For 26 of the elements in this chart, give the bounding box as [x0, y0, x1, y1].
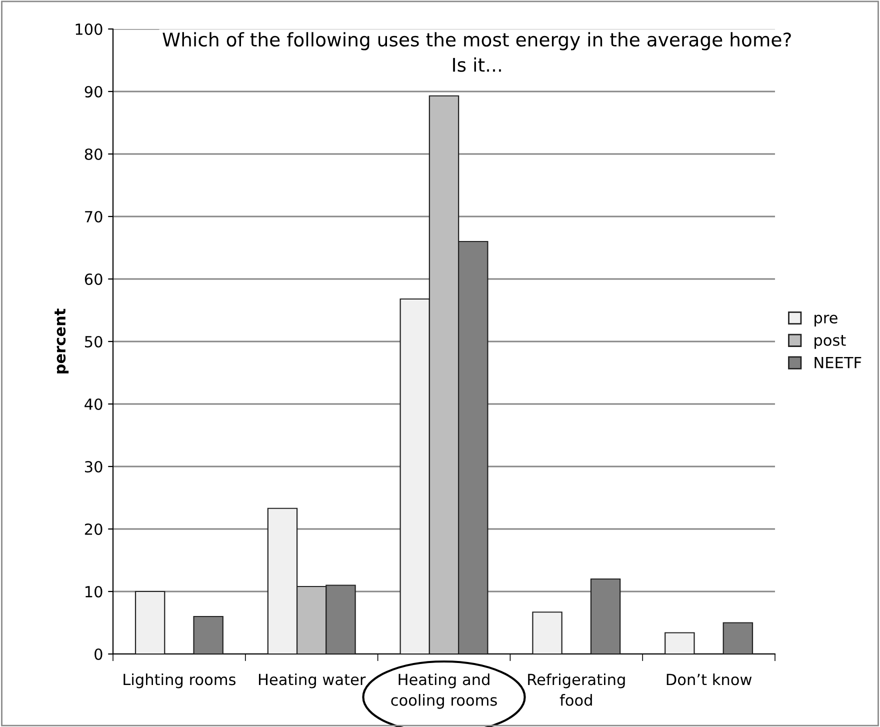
- y-tick-label: 80: [84, 148, 102, 160]
- legend-label: pre: [814, 314, 838, 326]
- x-tick-label: Heating and cooling rooms: [391, 673, 497, 709]
- bar: [532, 612, 562, 654]
- legend-label: post: [814, 334, 846, 349]
- bar: [664, 632, 695, 654]
- text: Which of the following uses the most energy in the average home? Is it...: [162, 32, 791, 72]
- y-tick-label: 50: [85, 336, 102, 348]
- x-tick-label: Don’t know: [666, 673, 752, 686]
- y-tick-label: 40: [84, 398, 102, 410]
- x-tick-label: Refrigerating food: [528, 673, 625, 706]
- x-tick-label: Lighting rooms: [124, 673, 236, 688]
- y-tick-label: 0: [94, 648, 102, 660]
- y-tick-label: 70: [85, 210, 102, 223]
- y-tick-label: 100: [76, 23, 102, 36]
- y-tick-label: 30: [85, 460, 102, 473]
- y-axis-title: percent: [54, 308, 69, 374]
- legend-label: NEETF: [814, 357, 862, 368]
- x-tick-label: Heating water: [258, 673, 366, 688]
- y-tick-label: 90: [84, 86, 102, 98]
- bar: [722, 622, 754, 654]
- y-tick-label: 20: [84, 523, 102, 536]
- y-tick-label: 60: [84, 273, 102, 286]
- bar: [134, 590, 166, 654]
- bar: [193, 616, 224, 654]
- y-tick-label: 10: [86, 586, 102, 598]
